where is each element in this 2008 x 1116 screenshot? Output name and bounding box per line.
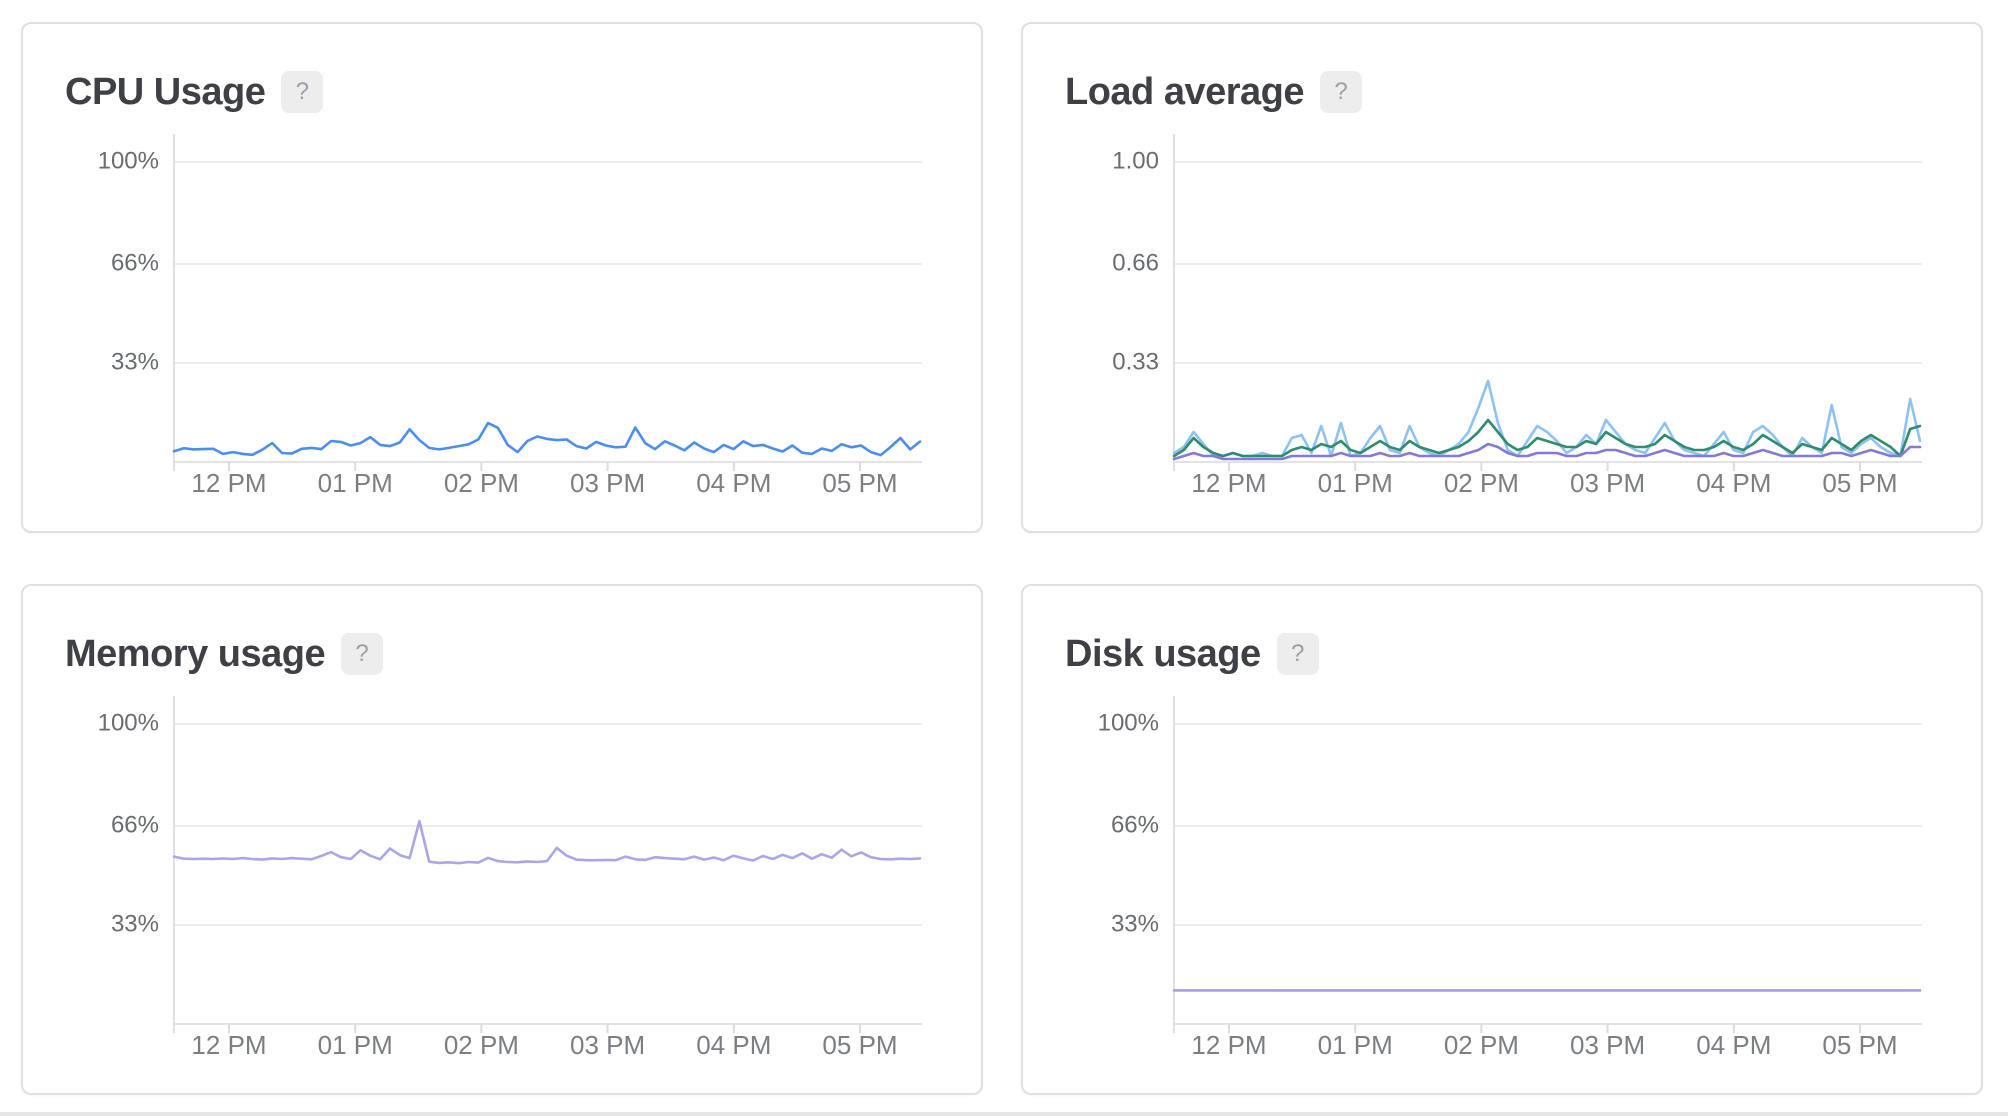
- chart-title: Memory usage: [65, 633, 326, 675]
- series-line-load-5min: [1172, 418, 1922, 458]
- chart-title: CPU Usage: [65, 71, 266, 113]
- x-axis-label: 02 PM: [444, 1030, 519, 1060]
- cpu-usage-title-row: CPU Usage ?: [65, 68, 324, 116]
- y-axis-label: 1.00: [1112, 147, 1159, 174]
- help-icon[interactable]: ?: [341, 633, 384, 675]
- x-axis-label: 02 PM: [444, 468, 519, 498]
- x-axis-label: 12 PM: [191, 1030, 266, 1060]
- series-line-load-15min: [1172, 442, 1922, 461]
- load-average-chart[interactable]: 0.33 0.66 1.00 12 PM 01 PM 02 PM 03 PM 04 PM 05 …: [1023, 24, 1981, 531]
- x-axis-label: 03 PM: [1570, 468, 1645, 498]
- x-axis-label: 01 PM: [1318, 1030, 1393, 1060]
- cpu-usage-chart[interactable]: 33% 66% 100% 12 PM 01 PM 02 PM 03 PM 04 PM 05 PM: [23, 24, 981, 531]
- x-axis-label: 03 PM: [1570, 1030, 1645, 1060]
- x-axis-label: 04 PM: [696, 1030, 771, 1060]
- memory-usage-chart[interactable]: 33% 66% 100% 12 PM 01 PM 02 PM 03 PM 04 PM 05 PM: [23, 586, 981, 1093]
- y-axis-label: 33%: [1111, 910, 1159, 937]
- x-axis-label: 04 PM: [696, 468, 771, 498]
- x-axis-label: 05 PM: [1822, 1030, 1897, 1060]
- x-axis-label: 05 PM: [822, 1030, 897, 1060]
- y-axis-label: 100%: [1098, 709, 1159, 736]
- load-average-title-row: Load average ?: [1065, 68, 1362, 116]
- x-axis-label: 12 PM: [1191, 468, 1266, 498]
- chart-title: Load average: [1065, 71, 1305, 113]
- x-axis-label: 05 PM: [1822, 468, 1897, 498]
- disk-usage-title-row: Disk usage ?: [1065, 630, 1319, 678]
- x-axis-label: 01 PM: [318, 1030, 393, 1060]
- y-axis-label: 66%: [111, 811, 159, 838]
- x-axis-label: 05 PM: [822, 468, 897, 498]
- x-axis-label: 02 PM: [1444, 468, 1519, 498]
- disk-usage-chart[interactable]: 33% 66% 100% 12 PM 01 PM 02 PM 03 PM 04 PM 05 PM: [1023, 586, 1981, 1093]
- y-axis-label: 66%: [1111, 811, 1159, 838]
- help-icon[interactable]: ?: [281, 71, 324, 113]
- x-axis-label: 12 PM: [191, 468, 266, 498]
- series-line-memory-percent: [172, 819, 922, 865]
- y-axis-label: 100%: [98, 709, 159, 736]
- y-axis-label: 33%: [111, 348, 159, 375]
- cpu-usage-card: 33% 66% 100% 12 PM 01 PM 02 PM 03 PM 04 PM 05 PM…: [21, 22, 983, 533]
- memory-usage-card: 33% 66% 100% 12 PM 01 PM 02 PM 03 PM 04 PM 05 PM…: [21, 584, 983, 1095]
- y-axis-label: 33%: [111, 910, 159, 937]
- memory-usage-title-row: Memory usage ?: [65, 630, 384, 678]
- help-icon[interactable]: ?: [1276, 633, 1319, 675]
- y-axis-label: 100%: [98, 147, 159, 174]
- x-axis-label: 04 PM: [1696, 468, 1771, 498]
- series-line-cpu-percent: [172, 421, 922, 457]
- load-average-card: 0.33 0.66 1.00 12 PM 01 PM 02 PM 03 PM 04 PM 05 …: [1021, 22, 1983, 533]
- y-axis-label: 66%: [111, 249, 159, 276]
- x-axis-label: 01 PM: [1318, 468, 1393, 498]
- help-icon[interactable]: ?: [1320, 71, 1362, 113]
- x-axis-label: 03 PM: [570, 468, 645, 498]
- y-axis-label: 0.66: [1112, 249, 1159, 276]
- x-axis-label: 04 PM: [1696, 1030, 1771, 1060]
- x-axis-label: 12 PM: [1191, 1030, 1266, 1060]
- y-axis-label: 0.33: [1112, 348, 1159, 375]
- disk-usage-card: 33% 66% 100% 12 PM 01 PM 02 PM 03 PM 04 PM 05 PM…: [1021, 584, 1983, 1095]
- bottom-divider: [0, 1112, 2008, 1116]
- chart-title: Disk usage: [1065, 633, 1261, 675]
- x-axis-label: 01 PM: [318, 468, 393, 498]
- x-axis-label: 03 PM: [570, 1030, 645, 1060]
- x-axis-label: 02 PM: [1444, 1030, 1519, 1060]
